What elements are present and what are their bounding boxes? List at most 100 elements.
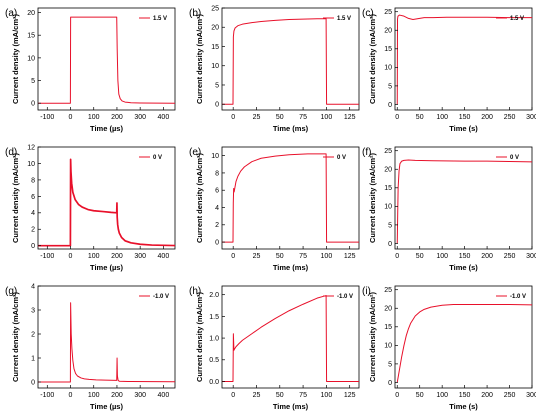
- y-tick-label: 25: [384, 148, 392, 155]
- y-tick-label: 15: [211, 44, 219, 51]
- y-tick-label: 20: [211, 25, 219, 32]
- x-tick-label: 400: [158, 114, 170, 121]
- y-tick-label: 0: [31, 101, 35, 108]
- x-tick-label: 100: [321, 392, 333, 399]
- legend-label: 0 V: [337, 155, 346, 161]
- y-tick-label: 5: [388, 361, 392, 368]
- y-axis-title: Current density (mA/cm²): [11, 291, 20, 382]
- x-tick-label: 300: [134, 114, 146, 121]
- x-tick-label: 25: [253, 253, 261, 260]
- x-tick-label: 50: [276, 114, 284, 121]
- series-line: [396, 304, 532, 383]
- y-tick-label: 10: [27, 55, 35, 62]
- x-tick-label: 125: [344, 114, 356, 121]
- y-tick-label: 0: [31, 379, 35, 386]
- series-line: [396, 14, 532, 105]
- panel-letter: (i): [362, 286, 371, 297]
- y-tick-label: 2.0: [209, 292, 219, 299]
- y-tick-label: 1.0: [209, 335, 219, 342]
- x-axis-title: Time (s): [449, 402, 478, 411]
- series-line: [38, 16, 175, 104]
- x-tick-label: 0: [395, 392, 399, 399]
- y-tick-label: 0: [31, 243, 35, 250]
- y-tick-label: 5: [215, 82, 219, 89]
- y-tick-label: 0: [388, 102, 392, 109]
- legend-label: 0 V: [153, 155, 162, 161]
- panel-letter: (h): [189, 286, 201, 297]
- y-tick-label: 6: [31, 194, 35, 201]
- y-tick-label: 0.0: [209, 379, 219, 386]
- panel-3: 0 50 100 150 200 250 300 0 5 10 15 20 25 Time (s) Curr…: [362, 7, 536, 133]
- y-tick-label: 5: [388, 222, 392, 229]
- x-tick-label: 100: [321, 253, 333, 260]
- x-tick-label: 300: [526, 114, 536, 121]
- x-tick-label: 125: [344, 253, 356, 260]
- y-axis-title: Current density (mA/cm²): [195, 291, 204, 382]
- y-tick-label: 25: [384, 287, 392, 294]
- x-axis-title: Time (s): [449, 124, 478, 133]
- y-tick-label: 12: [27, 144, 35, 151]
- x-tick-label: 50: [416, 392, 424, 399]
- y-axis-title: Current density (mA/cm²): [368, 152, 377, 243]
- x-tick-label: 100: [88, 392, 100, 399]
- x-tick-label: 100: [436, 114, 448, 121]
- legend-label: 1.5 V: [337, 16, 351, 22]
- y-axis-title: Current density (mA/cm²): [195, 152, 204, 243]
- x-tick-label: 0: [231, 114, 235, 121]
- y-tick-label: 0: [215, 102, 219, 109]
- y-tick-label: 5: [31, 78, 35, 85]
- y-tick-label: 15: [27, 33, 35, 40]
- x-tick-label: 250: [504, 114, 516, 121]
- plot-frame: [394, 285, 533, 389]
- y-axis-title: Current density (mA/cm²): [368, 291, 377, 382]
- panel-2: 0 25 50 75 100 125 0 5 10 15 20 25 Time (ms) Current …: [189, 5, 360, 133]
- x-tick-label: 300: [526, 253, 536, 260]
- y-tick-label: 4: [31, 283, 35, 290]
- y-tick-label: 25: [384, 9, 392, 16]
- x-tick-label: 0: [395, 114, 399, 121]
- x-tick-label: 50: [416, 253, 424, 260]
- legend-label: -1.0 V: [153, 294, 169, 300]
- y-tick-label: 10: [211, 153, 219, 160]
- y-tick-label: 3: [31, 307, 35, 314]
- x-tick-label: 0: [69, 114, 73, 121]
- panel-letter: (c): [362, 8, 374, 19]
- series-line: [222, 18, 359, 105]
- x-tick-label: 50: [416, 114, 424, 121]
- x-tick-label: 75: [299, 253, 307, 260]
- y-tick-label: 0.5: [209, 357, 219, 364]
- x-tick-label: 100: [88, 114, 100, 121]
- x-tick-label: 200: [481, 253, 493, 260]
- plot-frame: [37, 285, 176, 389]
- x-tick-label: 200: [111, 392, 123, 399]
- y-axis-title: Current density (mA/cm²): [11, 13, 20, 104]
- panel-1: -100 0 100 200 300 400 0 5 10 15 20 Time (µs) Curren…: [5, 7, 176, 133]
- series-line: [396, 159, 532, 244]
- plot-frame: [394, 146, 533, 250]
- x-tick-label: 200: [481, 114, 493, 121]
- x-tick-label: 50: [276, 392, 284, 399]
- legend-label: 1.5 V: [153, 16, 167, 22]
- x-axis-title: Time (µs): [90, 263, 123, 272]
- y-tick-label: 8: [31, 177, 35, 184]
- plot-frame: [221, 146, 360, 250]
- y-tick-label: 2: [31, 331, 35, 338]
- x-tick-label: 150: [459, 253, 471, 260]
- y-tick-label: 10: [384, 204, 392, 211]
- panel-7: -100 0 100 200 300 400 0 1 2 3 4 Time (µs) Current d…: [5, 283, 176, 411]
- x-tick-label: -100: [40, 114, 54, 121]
- x-tick-label: -100: [40, 392, 54, 399]
- x-tick-label: 300: [134, 253, 146, 260]
- plot-frame: [37, 146, 176, 250]
- x-tick-label: 25: [253, 392, 261, 399]
- y-axis-title: Current density (mA/cm²): [368, 13, 377, 104]
- x-tick-label: 0: [231, 253, 235, 260]
- panel-letter: (f): [362, 147, 371, 158]
- legend-label: -1.0 V: [337, 294, 353, 300]
- y-tick-label: 10: [384, 65, 392, 72]
- y-tick-label: 0: [388, 380, 392, 387]
- plot-frame: [394, 7, 533, 111]
- x-tick-label: 100: [321, 114, 333, 121]
- x-axis-title: Time (ms): [273, 263, 309, 272]
